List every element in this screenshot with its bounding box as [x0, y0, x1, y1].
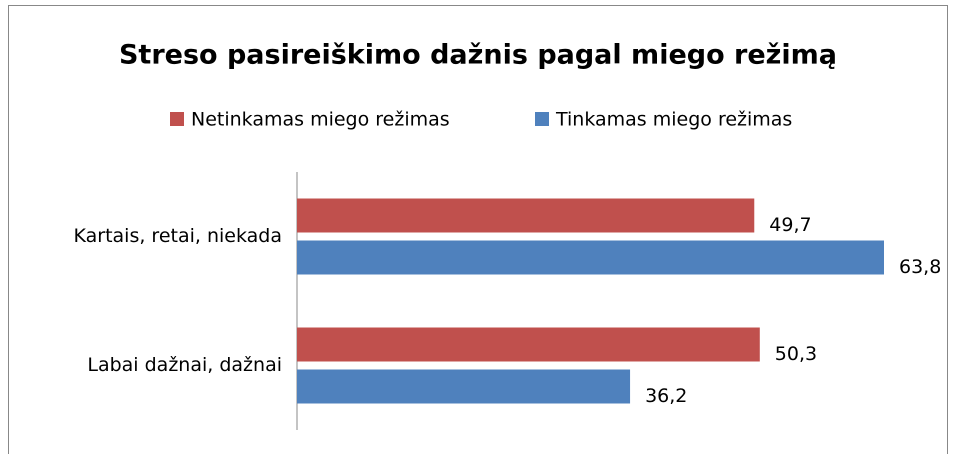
bar	[297, 240, 884, 275]
legend-swatch	[535, 112, 549, 126]
bar	[297, 198, 755, 233]
value-label: 63,8	[899, 256, 941, 278]
bar	[297, 369, 631, 404]
y-tick-label: Labai dažnai, dažnai	[87, 354, 282, 376]
value-label: 50,3	[775, 343, 817, 365]
legend-label: Tinkamas miego režimas	[555, 109, 792, 131]
bar	[297, 327, 760, 362]
value-label: 36,2	[645, 385, 687, 407]
legend-label: Netinkamas miego režimas	[191, 109, 450, 131]
chart-title: Streso pasireiškimo dažnis pagal miego r…	[119, 40, 837, 71]
y-tick-label: Kartais, retai, niekada	[74, 225, 283, 247]
legend-swatch	[170, 112, 184, 126]
value-label: 49,7	[769, 214, 811, 236]
